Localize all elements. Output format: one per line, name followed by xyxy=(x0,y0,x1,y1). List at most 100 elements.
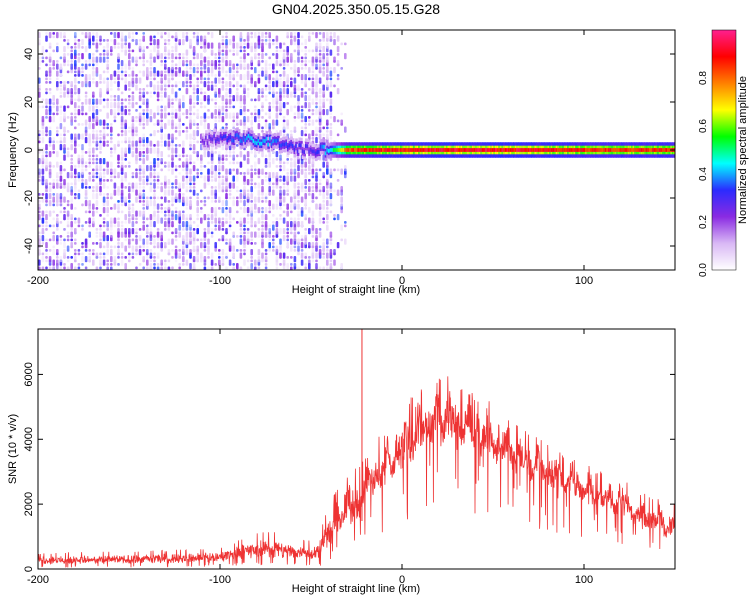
spectrogram-cell xyxy=(102,77,106,84)
spectrogram-cell xyxy=(113,32,117,39)
spectrogram-cell xyxy=(286,161,289,165)
spectrogram-cell xyxy=(300,242,304,249)
spectrogram-cell xyxy=(167,186,171,189)
spectrogram-cell xyxy=(336,53,340,56)
spectrogram-cell xyxy=(99,158,102,165)
spectrogram-cell xyxy=(264,112,268,116)
spectrogram-cell xyxy=(203,112,207,119)
spectrogram-cell xyxy=(160,63,163,67)
spectrogram-cell xyxy=(138,200,142,203)
spectrogram-cell xyxy=(138,249,142,256)
signal-band-cell xyxy=(432,148,436,152)
spectrogram-cell xyxy=(246,63,250,70)
spectrogram-cell xyxy=(113,119,117,123)
spectrogram-cell xyxy=(257,256,261,263)
spectrogram-cell xyxy=(254,196,257,203)
spectrogram-cell xyxy=(246,207,250,214)
spectrogram-cell xyxy=(329,91,333,98)
signal-band-cell xyxy=(223,134,226,139)
x-tick-label: -100 xyxy=(209,574,231,586)
spectrogram-cell xyxy=(228,161,232,165)
spectrogram-cell xyxy=(138,39,142,42)
signal-band-cell xyxy=(359,148,362,152)
spectrogram-cell xyxy=(207,95,210,102)
spectrogram-cell xyxy=(326,196,329,200)
spectrogram-cell xyxy=(128,203,131,210)
spectrogram-cell xyxy=(81,245,84,249)
spectrogram-cell xyxy=(308,179,311,182)
spectrogram-cell xyxy=(88,154,91,158)
spectrogram-cell xyxy=(203,151,207,158)
signal-band-cell xyxy=(608,148,611,152)
spectrogram-cell xyxy=(138,151,142,158)
spectrogram-cell xyxy=(110,88,113,91)
spectrogram-cell xyxy=(210,42,214,49)
spectrogram-cell xyxy=(74,74,77,77)
spectrogram-cell xyxy=(200,172,203,175)
signal-band-cell xyxy=(640,148,644,152)
spectrogram-cell xyxy=(185,126,189,130)
spectrogram-cell xyxy=(124,70,127,74)
spectrogram-cell xyxy=(297,165,300,172)
spectrogram-cell xyxy=(149,77,153,81)
spectrogram-cell xyxy=(124,228,127,235)
spectrogram-cell xyxy=(142,53,145,60)
spectrogram-cell xyxy=(236,263,239,270)
spectrogram-cell xyxy=(174,168,178,172)
spectrogram-cell xyxy=(149,263,153,270)
spectrogram-cell xyxy=(275,172,279,179)
signal-band-cell xyxy=(327,149,331,153)
spectrogram-cell xyxy=(275,95,279,102)
spectrogram-cell xyxy=(81,67,84,70)
spectrogram-cell xyxy=(146,224,149,228)
spectrogram-cell xyxy=(185,249,189,256)
spectrogram-cell xyxy=(41,193,45,196)
spectrogram-cell xyxy=(318,88,322,95)
spectrogram-cell xyxy=(84,210,88,214)
spectrogram-cell xyxy=(63,91,66,98)
spectrogram-cell xyxy=(293,84,297,91)
spectrogram-cell xyxy=(297,56,300,63)
spectrogram-cell xyxy=(117,133,120,137)
spectrogram-cell xyxy=(268,238,271,242)
spectrogram-cell xyxy=(174,53,178,56)
spectrogram-cell xyxy=(300,35,304,39)
signal-band-cell xyxy=(493,148,496,152)
spectrogram-cell xyxy=(257,88,261,95)
signal-band-cell xyxy=(545,148,549,152)
spectrogram-cell xyxy=(257,158,261,165)
spectrogram-cell xyxy=(196,140,199,144)
spectrogram-cell xyxy=(120,175,124,182)
spectrogram-cell xyxy=(77,88,81,95)
spectrogram-cell xyxy=(254,210,257,214)
spectrogram-cell xyxy=(304,67,307,70)
spectrogram-cell xyxy=(293,116,297,119)
signal-band-cell xyxy=(231,138,234,143)
spectrogram-cell xyxy=(99,74,102,81)
spectrogram-cell xyxy=(149,35,153,42)
spectrogram-cell xyxy=(225,32,228,35)
spectrogram-cell xyxy=(45,49,48,53)
spectrogram-cell xyxy=(182,210,185,214)
spectrogram-cell xyxy=(200,102,203,105)
spectrogram-cell xyxy=(272,242,275,245)
spectrogram-cell xyxy=(156,196,160,200)
signal-band-cell xyxy=(475,148,478,152)
spectrogram-cell xyxy=(243,217,246,224)
spectrogram-cell xyxy=(56,172,59,179)
spectrogram-cell xyxy=(120,228,124,231)
spectrogram-cell xyxy=(174,63,178,67)
spectrogram-cell xyxy=(311,81,315,88)
spectrogram-cell xyxy=(142,126,145,130)
spectrogram-cell xyxy=(74,207,77,210)
colorbar-label: Normalized spectral amplitude xyxy=(737,76,749,224)
spectrogram-cell xyxy=(315,109,318,116)
spectrogram-cell xyxy=(156,32,160,35)
spectrogram-cell xyxy=(207,84,210,91)
spectrogram-cell xyxy=(110,81,113,88)
spectrogram-cell xyxy=(74,49,77,56)
spectrogram-cell xyxy=(189,95,192,102)
spectrogram-cell xyxy=(272,231,275,235)
spectrogram-cell xyxy=(99,81,102,84)
spectrogram-cell xyxy=(38,210,41,214)
